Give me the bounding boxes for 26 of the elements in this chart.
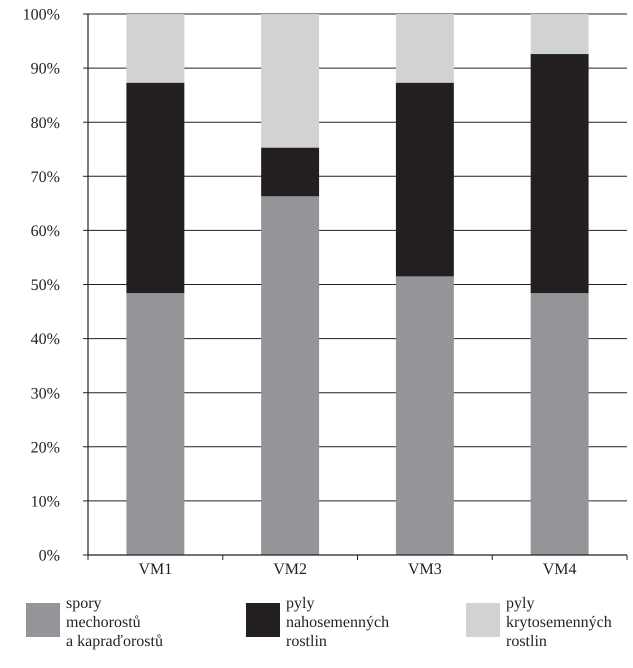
y-tick-label: 50% xyxy=(30,277,60,294)
x-tick-label: VM1 xyxy=(138,561,172,578)
y-tick-label: 90% xyxy=(30,60,60,78)
y-tick-label: 0% xyxy=(38,548,60,565)
y-tick-label: 70% xyxy=(30,168,60,186)
x-tick-label: VM4 xyxy=(542,561,577,578)
y-tick-label: 40% xyxy=(30,331,60,348)
bar xyxy=(530,293,589,555)
y-tick-label: 30% xyxy=(30,385,60,402)
legend-label: pyly nahosemenných rostlin xyxy=(286,595,390,650)
y-tick-label: 10% xyxy=(30,494,60,510)
y-tick-label: 100% xyxy=(22,6,60,24)
bar xyxy=(396,276,454,555)
y-tick-label: 60% xyxy=(30,223,60,240)
x-tick-label: VM2 xyxy=(273,561,308,578)
bar xyxy=(261,14,320,148)
bar xyxy=(261,196,320,555)
y-tick-label: 20% xyxy=(30,439,60,456)
bar xyxy=(530,14,589,54)
x-tick-label: VM3 xyxy=(408,561,442,578)
bar xyxy=(126,14,184,83)
y-tick-label: 80% xyxy=(30,114,60,132)
bar xyxy=(126,293,184,555)
legend-label: pyly krytosemenných rostlin xyxy=(506,595,612,650)
bar xyxy=(396,14,454,83)
legend-label: spory mechorostů a kapraďorostů xyxy=(66,595,163,650)
